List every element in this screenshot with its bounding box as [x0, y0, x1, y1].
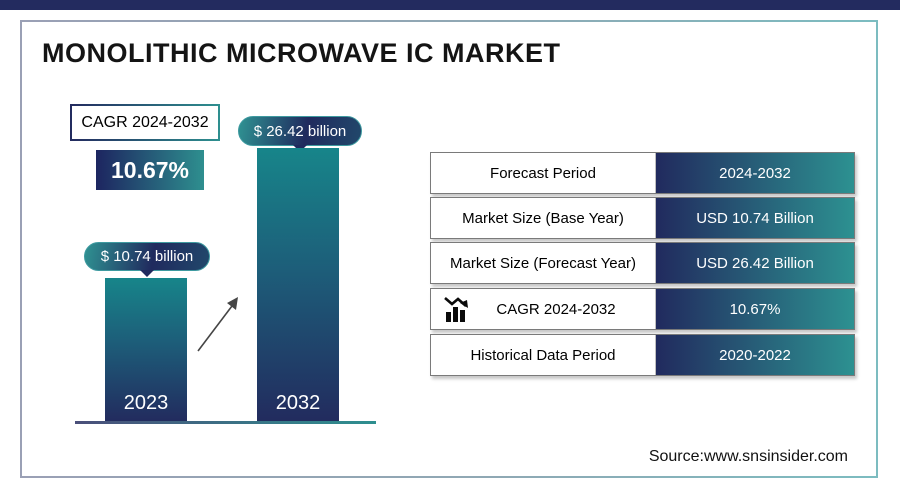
top-accent-bar: [0, 0, 900, 10]
row-value: 10.67%: [656, 289, 854, 329]
row-label: Historical Data Period: [431, 335, 656, 375]
bar-value-label-2032: $ 26.42 billion: [253, 122, 347, 140]
table-row-cagr: CAGR 2024-2032 10.67%: [430, 288, 855, 330]
bar-value-label-2023: $ 10.74 billion: [100, 248, 194, 265]
table-row-historical-period: Historical Data Period 2020-2022: [430, 334, 855, 376]
row-label: Market Size (Forecast Year): [431, 243, 656, 283]
page-title: MONOLITHIC MICROWAVE IC MARKET: [42, 38, 561, 68]
bar-2032: 2032: [257, 148, 339, 422]
table-row-forecast-period: Forecast Period 2024-2032: [430, 152, 855, 194]
row-label: Forecast Period: [431, 153, 656, 193]
bar-chart-arrow-icon: [444, 297, 468, 322]
source-attribution: Source:www.snsinsider.com: [648, 448, 848, 465]
chart-baseline: [75, 421, 376, 424]
bar-2023: 2023: [105, 278, 187, 422]
cagr-value-box: 10.67%: [96, 150, 204, 190]
bar-value-badge-2023: $ 10.74 billion: [84, 242, 210, 277]
growth-arrow-icon: [197, 297, 238, 352]
cagr-label-box: CAGR 2024-2032: [70, 104, 220, 141]
bar-year-label-2032: 2032: [275, 392, 321, 414]
bar-value-badge-2032: $ 26.42 billion: [238, 116, 362, 152]
row-value: 2020-2022: [656, 335, 854, 375]
table-row-market-size-base: Market Size (Base Year) USD 10.74 Billio…: [430, 197, 855, 239]
bar-year-label-2023: 2023: [123, 392, 169, 414]
row-value: 2024-2032: [656, 153, 854, 193]
row-value: USD 26.42 Billion: [656, 243, 854, 283]
row-label: Market Size (Base Year): [431, 198, 656, 238]
row-label: CAGR 2024-2032: [496, 300, 616, 318]
table-row-market-size-forecast: Market Size (Forecast Year) USD 26.42 Bi…: [430, 242, 855, 284]
badge-pointer: [140, 270, 154, 277]
row-value: USD 10.74 Billion: [656, 198, 854, 238]
